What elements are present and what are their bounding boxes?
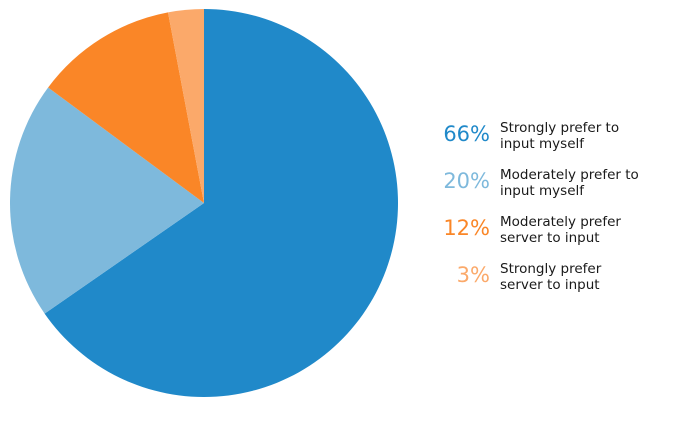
pie-slice-2 (48, 12, 205, 204)
legend-item-moderately-server: 12% Moderately prefer server to input (430, 212, 670, 259)
legend-label: Moderately prefer to input myself (500, 167, 639, 199)
legend-percent: 20% (443, 169, 490, 193)
legend-item-strongly-input: 66% Strongly prefer to input myself (430, 118, 670, 165)
legend-label: Moderately prefer server to input (500, 214, 621, 246)
legend-item-strongly-server: 3% Strongly prefer server to input (430, 259, 670, 306)
pie-slice-0 (44, 9, 398, 398)
legend-label: Strongly prefer to input myself (500, 120, 620, 152)
legend-percent: 66% (443, 122, 490, 146)
pie-chart (9, 9, 398, 398)
legend-label: Strongly prefer server to input (500, 261, 602, 293)
legend-percent: 3% (456, 263, 490, 287)
legend: 66% Strongly prefer to input myself 20% … (430, 118, 670, 306)
pie-slice-1 (9, 87, 204, 314)
legend-percent: 12% (443, 216, 490, 240)
pie-slice-3 (168, 9, 204, 203)
legend-item-moderately-input: 20% Moderately prefer to input myself (430, 165, 670, 212)
